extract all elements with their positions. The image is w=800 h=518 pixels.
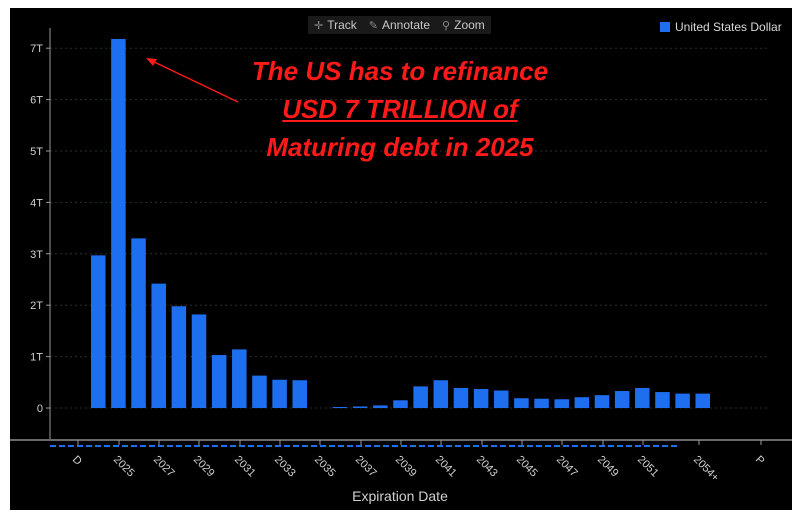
zoom-button[interactable]: ⚲ Zoom xyxy=(436,16,491,34)
bar-2038 xyxy=(373,405,388,408)
bar-2050 xyxy=(614,391,630,408)
bar-2024 xyxy=(91,255,106,408)
annotate-label: Annotate xyxy=(382,18,431,32)
bar-2042 xyxy=(453,387,469,408)
bar-2031 xyxy=(232,349,247,408)
pencil-icon: ✎ xyxy=(368,19,378,32)
x-tick-label: 2029 xyxy=(191,454,217,480)
bar-2049 xyxy=(594,395,610,408)
bar-2033 xyxy=(272,379,287,408)
track-button[interactable]: ✛ Track xyxy=(308,16,363,34)
annotation-arrow-head xyxy=(146,58,157,66)
x-axis-label: Expiration Date xyxy=(352,488,448,504)
bar-2026 xyxy=(131,238,146,408)
bar-2044 xyxy=(494,390,509,408)
y-tick-label: 7T xyxy=(30,43,43,55)
chart-frame: 0 1T 2T 3T 4T 5T 6T 7T D 2025 2027 2029 2031 2033 2035… xyxy=(10,8,792,510)
x-tick-label: 2027 xyxy=(151,454,177,480)
x-tick-label: 2031 xyxy=(232,454,258,480)
chart-toolbar: ✛ Track ✎ Annotate ⚲ Zoom xyxy=(308,16,491,34)
x-tick-label: 2049 xyxy=(595,454,621,480)
zoom-label: Zoom xyxy=(454,18,485,32)
legend: United States Dollar xyxy=(660,20,782,34)
bar-2047 xyxy=(554,399,569,408)
x-tick-label: 2041 xyxy=(433,454,459,480)
bar-2041 xyxy=(433,380,449,408)
x-tick-label: 2037 xyxy=(353,454,379,480)
x-tick-label: 2025 xyxy=(111,454,137,480)
bar-2032 xyxy=(252,375,267,408)
bar-2029 xyxy=(191,314,207,408)
bar-2052 xyxy=(655,392,670,408)
annotate-button[interactable]: ✎ Annotate xyxy=(363,16,436,34)
x-tick-label: 2047 xyxy=(554,454,580,480)
x-tick-label: 2035 xyxy=(312,454,338,480)
x-tick-label: 2043 xyxy=(474,454,500,480)
bar-chart: 0 1T 2T 3T 4T 5T 6T 7T D 2025 2027 2029 2031 2033 2035… xyxy=(10,28,792,484)
annotation-text: The US has to refinance USD 7 TRILLION o… xyxy=(210,52,590,166)
x-tick-label: 2033 xyxy=(272,454,298,480)
bar-2046 xyxy=(534,398,549,408)
x-tick-label: 2054+ xyxy=(691,454,721,484)
magnifier-icon: ⚲ xyxy=(442,19,451,32)
bar-2048 xyxy=(574,397,590,408)
annotation-line-2-wrap: USD 7 TRILLION of xyxy=(210,90,590,128)
bar-2030 xyxy=(211,355,227,408)
x-tick-label: D xyxy=(70,454,84,468)
bar-2054+ xyxy=(695,393,710,408)
y-tick-label: 4T xyxy=(30,197,43,209)
bar-2027 xyxy=(151,283,166,408)
bar-2034 xyxy=(292,380,307,408)
annotation-line-1: The US has to refinance xyxy=(251,56,549,86)
y-tick-label: 6T xyxy=(30,95,43,107)
legend-swatch xyxy=(660,22,670,32)
bar-2028 xyxy=(171,306,187,408)
annotation-arrow-line xyxy=(149,59,239,103)
y-tick-label: 5T xyxy=(30,146,43,158)
bar-2025 xyxy=(111,38,126,408)
bar-2045 xyxy=(514,398,529,408)
track-label: Track xyxy=(327,18,357,32)
bar-2037 xyxy=(352,406,368,408)
bar-2040 xyxy=(413,386,428,408)
y-tick-label: 0 xyxy=(37,403,43,415)
bar-2039 xyxy=(393,400,408,408)
y-tick-label: 1T xyxy=(30,352,43,364)
x-tick-label: 2051 xyxy=(635,454,661,480)
bar-2051 xyxy=(635,387,650,408)
bar-2043 xyxy=(473,388,489,408)
y-tick-label: 3T xyxy=(30,249,43,261)
x-tick-label: 2039 xyxy=(393,454,419,480)
x-tick-label: P xyxy=(753,454,767,468)
bar-2053 xyxy=(675,393,690,408)
bar-2036 xyxy=(332,406,348,408)
x-tick-label: 2045 xyxy=(514,454,540,480)
annotation-line-3: Maturing debt in 2025 xyxy=(266,132,534,162)
y-tick-label: 2T xyxy=(30,300,43,312)
annotation-line-2: USD 7 TRILLION of xyxy=(282,94,518,124)
crosshair-icon: ✛ xyxy=(314,19,324,32)
legend-label: United States Dollar xyxy=(675,20,782,34)
